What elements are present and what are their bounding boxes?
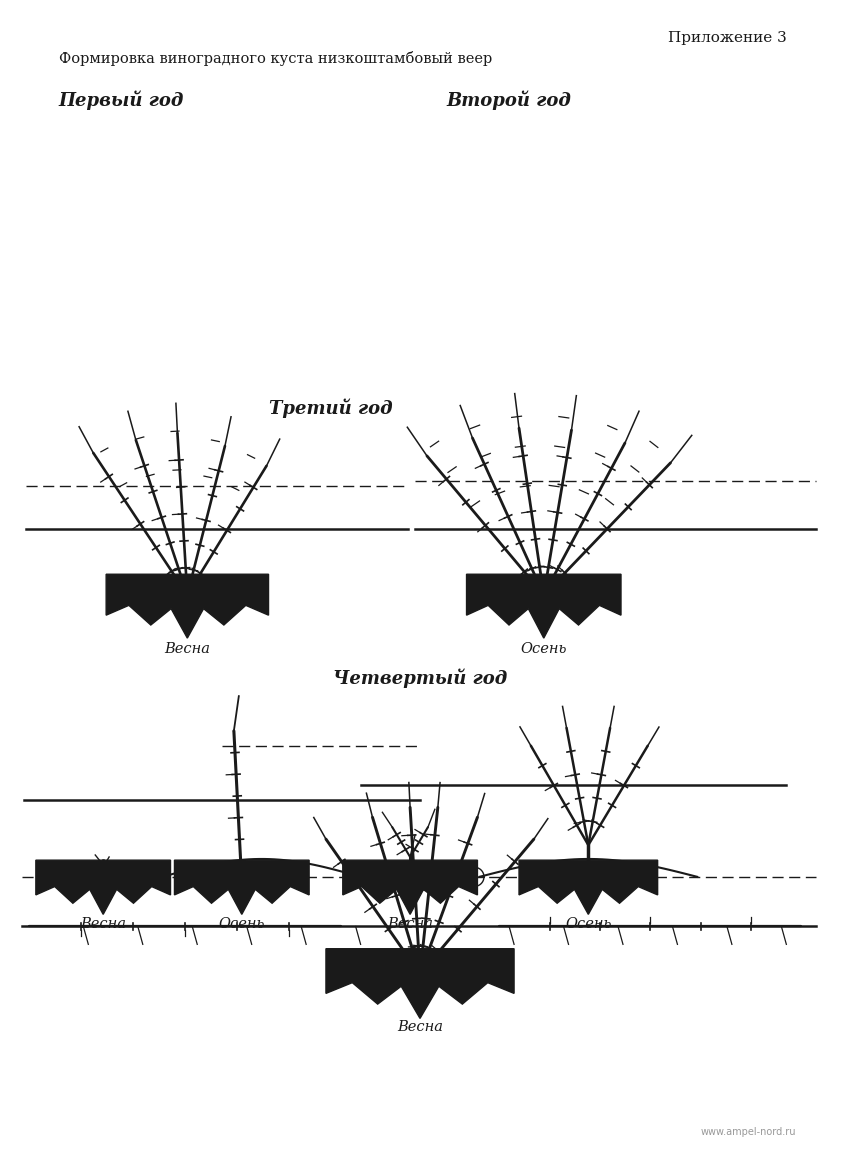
Text: Третий год: Третий год bbox=[269, 398, 392, 418]
Text: Весна: Весна bbox=[80, 916, 126, 930]
Polygon shape bbox=[519, 860, 658, 914]
Text: www.ampel-nord.ru: www.ampel-nord.ru bbox=[701, 1127, 797, 1137]
Text: Весна: Весна bbox=[387, 916, 433, 930]
Text: Первый год: Первый год bbox=[58, 90, 184, 110]
Polygon shape bbox=[343, 860, 477, 914]
Text: Приложение 3: Приложение 3 bbox=[668, 31, 786, 45]
Text: Весна: Весна bbox=[164, 641, 210, 656]
Polygon shape bbox=[174, 860, 309, 914]
Text: Осень: Осень bbox=[520, 641, 567, 656]
Text: Формировка виноградного куста низкоштамбовый веер: Формировка виноградного куста низкоштамб… bbox=[59, 51, 492, 66]
Text: Осень: Осень bbox=[219, 916, 265, 930]
Polygon shape bbox=[466, 574, 621, 639]
Polygon shape bbox=[36, 860, 170, 914]
Polygon shape bbox=[106, 574, 269, 639]
Text: Второй год: Второй год bbox=[447, 90, 572, 110]
Text: Весна: Весна bbox=[397, 1019, 443, 1034]
Text: Осень: Осень bbox=[565, 916, 611, 930]
Text: Четвертый год: Четвертый год bbox=[333, 669, 507, 688]
Polygon shape bbox=[326, 949, 514, 1018]
